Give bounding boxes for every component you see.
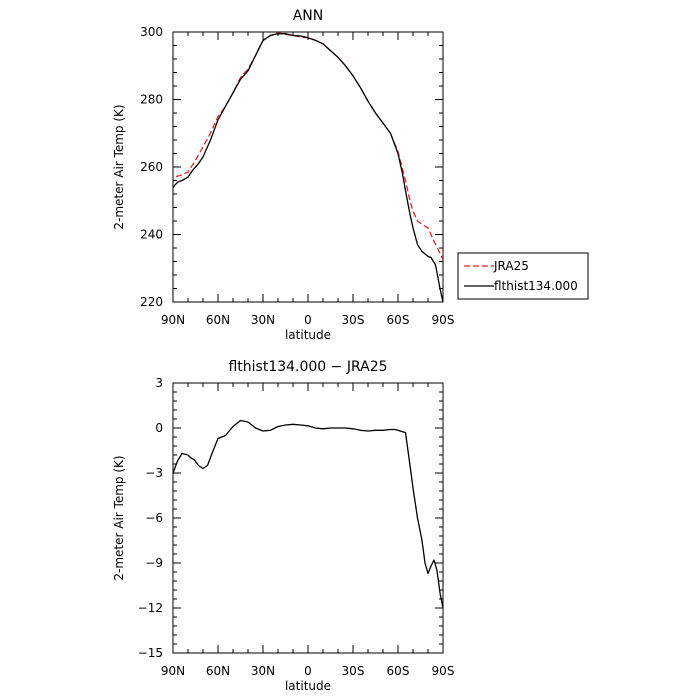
x-tick-label: 60S [387, 664, 410, 678]
chart-title: flthist134.000 − JRA25 [228, 359, 387, 375]
y-tick-label: −3 [145, 466, 163, 480]
y-tick-label: 280 [140, 93, 163, 107]
legend-label: flthist134.000 [494, 279, 578, 293]
x-tick-label: 60S [387, 313, 410, 327]
x-axis-label: latitude [285, 328, 331, 342]
y-axis-label: 2-meter Air Temp (K) [112, 104, 126, 229]
top-panel: 90N 60N 30N 0 30S 60S 90S 220 240 260 280 300 ANN lat… [112, 8, 589, 342]
series-line-diff-0 [172, 419, 444, 609]
y-tick-label: 240 [140, 228, 163, 242]
y-tick-label: 220 [140, 295, 163, 309]
legend: JRA25 flthist134.000 [457, 252, 589, 300]
x-tick-label: 30N [251, 313, 275, 327]
y-tick-label: −15 [138, 646, 163, 660]
x-tick-label: 90N [161, 664, 185, 678]
y-tick-label: 260 [140, 160, 163, 174]
y-tick-label: 0 [155, 421, 163, 435]
x-axis-label: latitude [285, 679, 331, 693]
series-line-jra25 [175, 32, 444, 261]
chart-title: ANN [293, 8, 324, 24]
legend-label: JRA25 [493, 259, 529, 273]
x-tick-label: 60N [206, 313, 230, 327]
x-tick-label: 90S [432, 664, 455, 678]
x-tick-label: 30S [342, 664, 365, 678]
legend-box [457, 252, 589, 300]
x-tick-label: 0 [304, 664, 312, 678]
y-tick-label: 300 [140, 25, 163, 39]
x-tick-label: 60N [206, 664, 230, 678]
bottom-panel: 90N 60N 30N 0 30S 60S 90S −15 −12 −9 −6 −3 0 3 flthist… [112, 359, 454, 693]
y-axis-label: 2-meter Air Temp (K) [112, 455, 126, 580]
x-tick-label: 30N [251, 664, 275, 678]
x-tick-label: 90S [432, 313, 455, 327]
plot-frame [172, 31, 444, 303]
y-tick-label: −9 [145, 556, 163, 570]
series-line-flthist134-000 [172, 33, 444, 303]
plot-frame [172, 382, 444, 654]
y-tick-label: −6 [145, 511, 163, 525]
x-tick-label: 30S [342, 313, 365, 327]
y-tick-label: 3 [155, 376, 163, 390]
y-tick-label: −12 [138, 601, 163, 615]
x-tick-label: 0 [304, 313, 312, 327]
x-tick-label: 90N [161, 313, 185, 327]
